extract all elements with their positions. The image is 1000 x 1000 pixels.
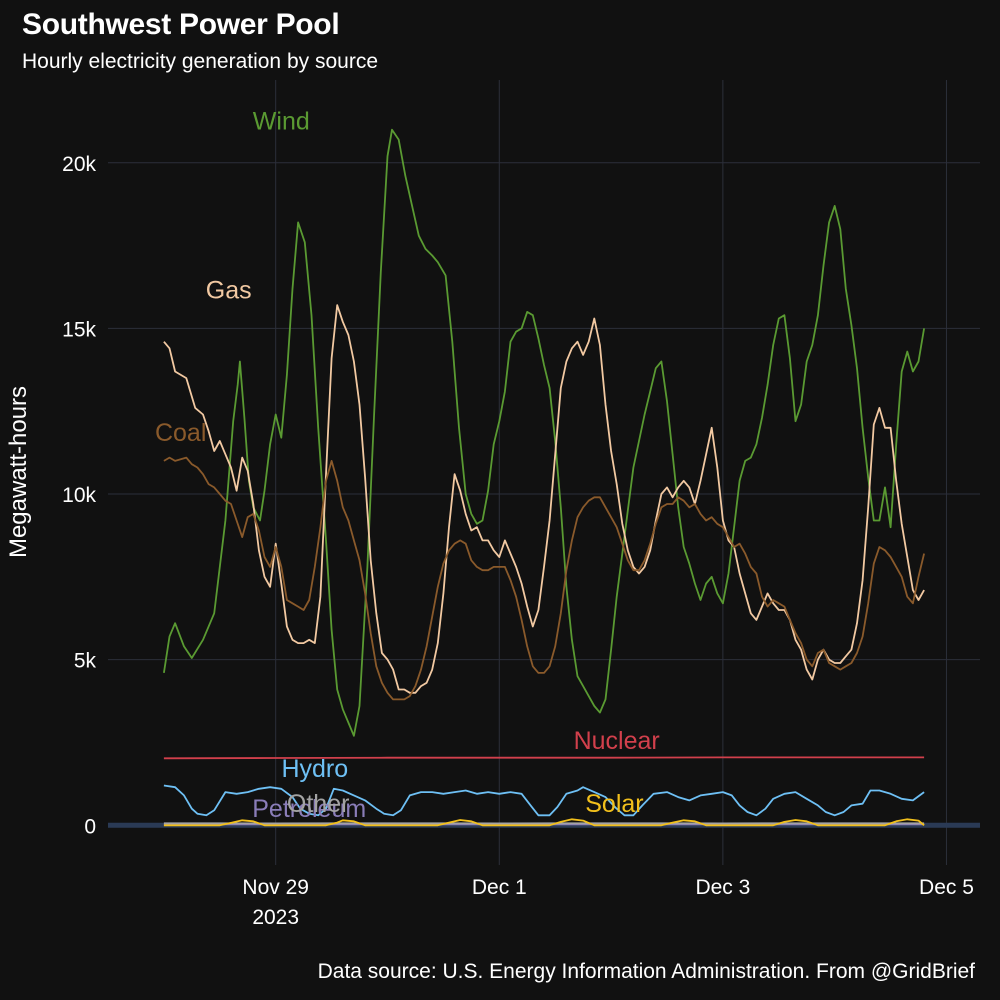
data-source-note: Data source: U.S. Energy Information Adm… xyxy=(317,960,975,983)
series-label-coal: Coal xyxy=(155,419,206,447)
series-label-gas: Gas xyxy=(206,277,252,305)
x-tick-sublabel: 2023 xyxy=(252,906,299,929)
series-line-nuclear xyxy=(163,756,925,760)
series-line-wind xyxy=(163,128,925,737)
series-lines xyxy=(163,128,925,827)
chart-title: Southwest Power Pool xyxy=(22,8,340,41)
series-label-other: Other xyxy=(287,790,350,818)
y-tick-label: 5k xyxy=(74,650,97,673)
y-tick-label: 20k xyxy=(62,153,96,176)
series-line-gas xyxy=(163,304,925,694)
series-label-petroleum: Petroleum xyxy=(252,795,366,823)
y-axis-ticks: 0 5k 10k 15k 20k xyxy=(62,153,96,838)
series-line-hydro xyxy=(163,784,925,817)
x-tick-label: Dec 3 xyxy=(695,876,750,899)
y-tick-label: 15k xyxy=(62,318,96,341)
series-label-wind: Wind xyxy=(253,108,310,136)
series-line-coal xyxy=(163,456,925,701)
y-axis-label: Megawatt-hours xyxy=(5,386,32,558)
y-tick-label: 0 xyxy=(84,815,96,838)
x-tick-label: Dec 1 xyxy=(472,876,527,899)
series-label-hydro: Hydro xyxy=(281,755,348,783)
series-line-solar xyxy=(163,818,925,827)
series-label-solar: Solar xyxy=(585,790,643,818)
series-label-nuclear: Nuclear xyxy=(574,727,660,755)
y-tick-label: 10k xyxy=(62,484,96,507)
x-tick-label: Nov 29 xyxy=(242,876,309,899)
x-tick-label: Dec 5 xyxy=(919,876,974,899)
x-axis-ticks: Nov 29 2023 Dec 1 Dec 3 Dec 5 xyxy=(242,876,973,929)
chart-subtitle: Hourly electricity generation by source xyxy=(22,50,378,73)
